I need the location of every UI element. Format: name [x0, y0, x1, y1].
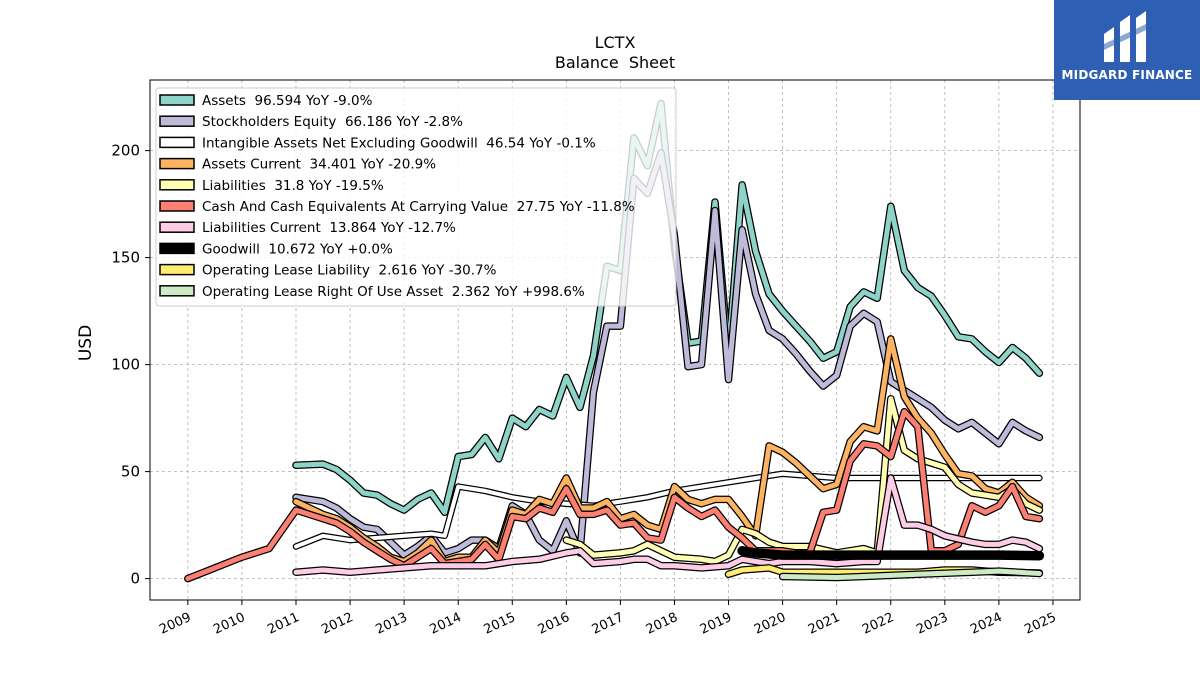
legend-entry-7: Goodwill 10.672 YoY +0.0%: [159, 241, 393, 257]
series-stroke: [780, 568, 1042, 580]
x-tick-label: 2009: [157, 610, 193, 638]
series-line-6: [292, 474, 1044, 576]
legend-entry-9: Operating Lease Right Of Use Asset 2.362…: [159, 284, 585, 300]
legend-label: Intangible Assets Net Excluding Goodwill…: [202, 135, 596, 151]
legend-entry-0: Assets 96.594 YoY -9.0%: [159, 93, 373, 109]
legend-entry-5: Cash And Cash Equivalents At Carrying Va…: [159, 199, 635, 215]
legend-entry-8: Operating Lease Liability 2.616 YoY -30.…: [159, 263, 497, 279]
legend-swatch: [159, 200, 195, 212]
x-tick-label: 2011: [265, 610, 301, 638]
legend-label: Operating Lease Liability 2.616 YoY -30.…: [202, 263, 497, 279]
x-tick-label: 2025: [1022, 610, 1058, 638]
series-line-9: [778, 567, 1044, 582]
y-tick-label: 100: [111, 356, 140, 374]
legend-label: Liabilities 31.8 YoY -19.5%: [202, 178, 384, 194]
series-stroke: [563, 396, 1042, 564]
legend-entry-2: Intangible Assets Net Excluding Goodwill…: [159, 135, 596, 151]
x-tick-label: 2015: [482, 610, 518, 638]
brand-mark-icon: [1104, 11, 1146, 62]
legend-entry-3: Assets Current 34.401 YoY -20.9%: [159, 157, 436, 173]
legend-swatch: [159, 263, 195, 276]
y-tick-label: 0: [130, 570, 140, 588]
legend-entry-4: Liabilities 31.8 YoY -19.5%: [159, 178, 384, 194]
x-tick-label: 2014: [428, 610, 464, 638]
legend-swatch: [159, 94, 195, 106]
series-line-5: [184, 407, 1044, 583]
legend-swatch: [159, 115, 195, 127]
legend-swatch: [159, 136, 195, 149]
brand-logo: MIDGARD FINANCE: [1054, 0, 1200, 100]
x-tick-label: 2023: [914, 610, 950, 638]
y-tick-label: 50: [121, 463, 140, 481]
legend-label: Assets Current 34.401 YoY -20.9%: [202, 157, 436, 173]
series-stroke: [185, 409, 1042, 582]
x-tick-label: 2017: [590, 610, 626, 638]
legend-label: Operating Lease Right Of Use Asset 2.362…: [202, 284, 585, 300]
series-stroke: [293, 336, 1042, 564]
legend-swatch: [159, 242, 195, 255]
legend-swatch: [159, 179, 195, 191]
series-line-3: [292, 335, 1044, 566]
legend-swatch: [159, 157, 195, 170]
legend-swatch: [159, 221, 195, 233]
y-tick-label: 150: [111, 249, 140, 267]
legend: Assets 96.594 YoY -9.0% Stockholders Equi…: [155, 87, 677, 307]
x-tick-label: 2010: [211, 610, 247, 638]
series-stroke: [738, 547, 1043, 560]
brand-name: MIDGARD FINANCE: [1061, 68, 1193, 82]
y-axis-label: USD: [76, 325, 96, 361]
legend-box: [155, 87, 677, 307]
x-tick-label: 2012: [319, 610, 355, 638]
x-tick-label: 2013: [373, 610, 409, 638]
series-line-4: [562, 395, 1044, 566]
legend-label: Assets 96.594 YoY -9.0%: [202, 93, 373, 109]
series-line-2: [292, 470, 1043, 550]
x-tick-label: 2024: [968, 610, 1004, 638]
chart-title: LCTX: [595, 33, 636, 52]
y-tick-label: 200: [111, 142, 140, 160]
series-line-7: [737, 546, 1045, 561]
series-stroke: [293, 475, 1042, 575]
plot-frame: [149, 79, 1081, 601]
legend-entry-1: Stockholders Equity 66.186 YoY -2.8%: [159, 114, 463, 130]
series-stroke: [294, 471, 1042, 549]
legend-swatch: [159, 285, 195, 297]
legend-label: Goodwill 10.672 YoY +0.0%: [202, 241, 393, 257]
x-tick-label: 2018: [644, 610, 680, 638]
x-tick-label: 2020: [752, 610, 788, 638]
x-tick-label: 2016: [536, 610, 572, 638]
chart-subtitle: Balance Sheet: [555, 53, 675, 72]
x-tick-label: 2019: [698, 610, 734, 638]
legend-entry-6: Liabilities Current 13.864 YoY -12.7%: [159, 220, 456, 236]
x-tick-label: 2022: [860, 610, 896, 638]
legend-label: Liabilities Current 13.864 YoY -12.7%: [202, 220, 456, 236]
legend-label: Cash And Cash Equivalents At Carrying Va…: [202, 199, 635, 215]
legend-label: Stockholders Equity 66.186 YoY -2.8%: [202, 114, 463, 130]
x-tick-label: 2021: [806, 610, 842, 638]
